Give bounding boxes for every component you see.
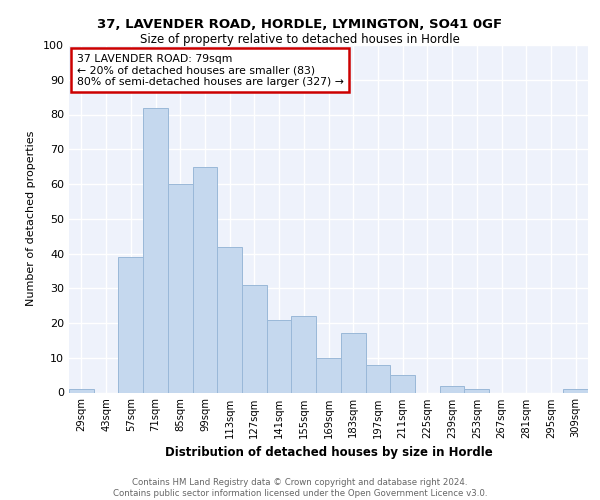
Bar <box>118 257 143 392</box>
Bar <box>193 166 217 392</box>
X-axis label: Distribution of detached houses by size in Hordle: Distribution of detached houses by size … <box>164 446 493 459</box>
Bar <box>563 389 588 392</box>
Bar <box>390 375 415 392</box>
Bar <box>143 108 168 393</box>
Text: 37, LAVENDER ROAD, HORDLE, LYMINGTON, SO41 0GF: 37, LAVENDER ROAD, HORDLE, LYMINGTON, SO… <box>97 18 503 30</box>
Bar <box>365 364 390 392</box>
Bar <box>267 320 292 392</box>
Bar <box>292 316 316 392</box>
Text: Size of property relative to detached houses in Hordle: Size of property relative to detached ho… <box>140 32 460 46</box>
Bar <box>242 285 267 393</box>
Text: 37 LAVENDER ROAD: 79sqm
← 20% of detached houses are smaller (83)
80% of semi-de: 37 LAVENDER ROAD: 79sqm ← 20% of detache… <box>77 54 344 87</box>
Bar <box>440 386 464 392</box>
Text: Contains HM Land Registry data © Crown copyright and database right 2024.
Contai: Contains HM Land Registry data © Crown c… <box>113 478 487 498</box>
Bar <box>464 389 489 392</box>
Bar <box>217 246 242 392</box>
Bar <box>168 184 193 392</box>
Bar <box>69 389 94 392</box>
Y-axis label: Number of detached properties: Number of detached properties <box>26 131 36 306</box>
Bar <box>316 358 341 392</box>
Bar <box>341 334 365 392</box>
